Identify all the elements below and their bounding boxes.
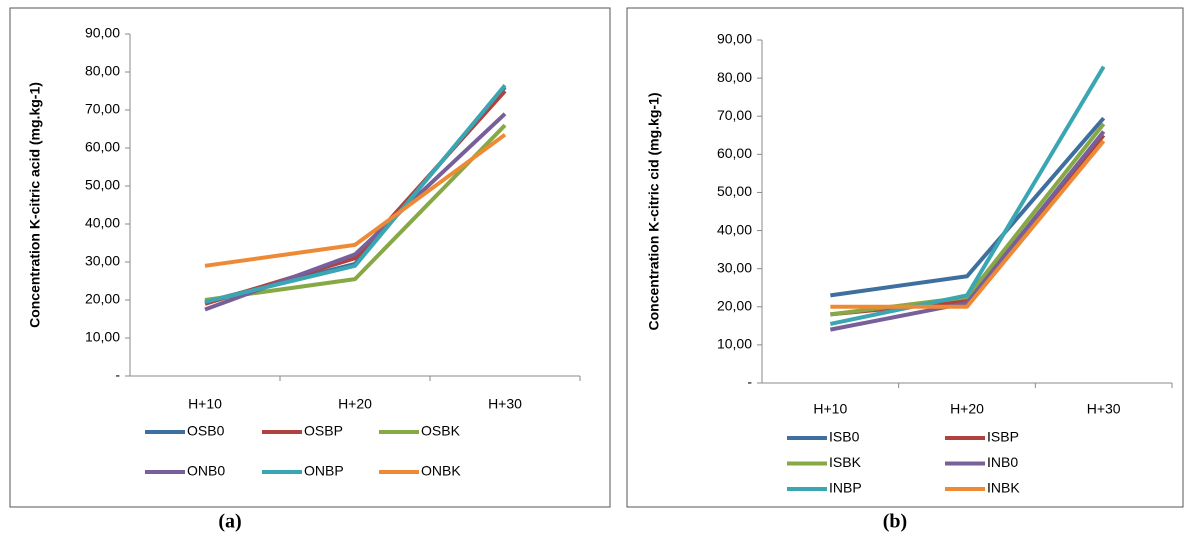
y-tick-label: 80,00 — [85, 63, 120, 79]
series-line — [830, 139, 1106, 309]
panel-label: (b) — [883, 511, 907, 533]
x-tick-label: H+10 — [813, 401, 847, 417]
y-tick-label: 40,00 — [85, 215, 120, 231]
legend-label: ONB0 — [187, 463, 225, 479]
x-tick-label: H+10 — [188, 396, 222, 412]
y-tick-label: - — [115, 367, 120, 383]
y-tick-label: - — [747, 374, 752, 390]
series-line — [829, 65, 1106, 326]
series-line — [829, 130, 1106, 332]
legend-label: ONBK — [421, 463, 461, 479]
panel-frame — [626, 7, 1184, 508]
y-tick-label: 90,00 — [85, 25, 120, 41]
series-line — [830, 116, 1106, 298]
y-tick-label: 60,00 — [85, 139, 120, 155]
legend-label: ONBP — [304, 463, 344, 479]
legend-label: OSB0 — [187, 423, 225, 439]
legend-label: ISBK — [829, 454, 862, 470]
legend-label: OSBP — [304, 423, 343, 439]
legend-label: INBK — [987, 480, 1020, 496]
y-tick-label: 90,00 — [717, 31, 752, 47]
series-line — [204, 85, 507, 304]
y-tick-label: 70,00 — [85, 101, 120, 117]
series-line — [204, 123, 507, 302]
series-line — [204, 84, 507, 304]
y-tick-label: 50,00 — [85, 177, 120, 193]
legend-label: ISBP — [987, 429, 1019, 445]
y-tick-label: 10,00 — [85, 329, 120, 345]
y-tick-label: 70,00 — [717, 107, 752, 123]
legend-label: INB0 — [987, 454, 1018, 470]
x-tick-label: H+30 — [1087, 401, 1121, 417]
y-tick-label: 50,00 — [717, 183, 752, 199]
y-tick-label: 30,00 — [717, 259, 752, 275]
x-tick-label: H+20 — [338, 396, 372, 412]
y-tick-label: 80,00 — [717, 69, 752, 85]
x-tick-label: H+20 — [950, 401, 984, 417]
legend-label: ISB0 — [829, 429, 860, 445]
y-tick-label: 40,00 — [717, 221, 752, 237]
y-tick-label: 20,00 — [717, 297, 752, 313]
y-axis-title: Concentration K-citric cid (mg.kg-1) — [646, 92, 662, 330]
y-axis-title: Concentration K-citric acid (mg.kg-1) — [27, 82, 43, 328]
y-tick-label: 30,00 — [85, 253, 120, 269]
series-line — [204, 133, 507, 268]
y-tick-label: 20,00 — [85, 291, 120, 307]
series-line — [830, 134, 1106, 317]
panel-label: (a) — [218, 511, 241, 533]
panel-frame — [9, 7, 611, 508]
y-tick-label: 10,00 — [717, 336, 752, 352]
series-line — [204, 89, 507, 306]
legend-label: OSBK — [421, 423, 461, 439]
series-line — [830, 122, 1106, 317]
x-tick-label: H+30 — [488, 396, 522, 412]
legend-label: INBP — [829, 480, 862, 496]
y-tick-label: 60,00 — [717, 145, 752, 161]
